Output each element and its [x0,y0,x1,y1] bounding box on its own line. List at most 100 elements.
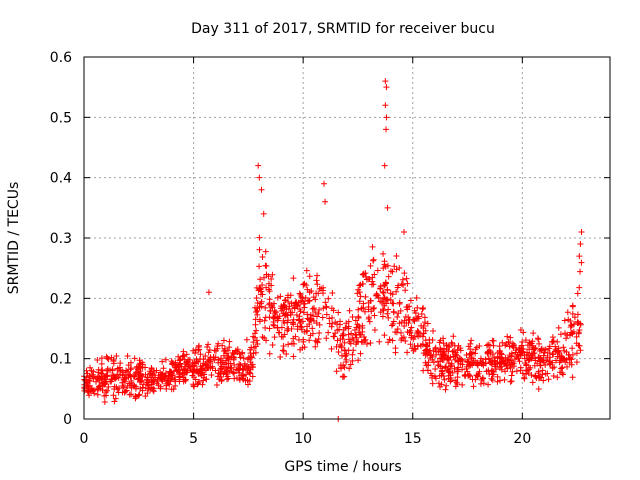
data-point [237,361,244,368]
data-point [258,298,265,305]
data-point [564,363,571,370]
data-point [497,360,504,367]
data-point [380,265,387,272]
data-point [351,326,358,333]
data-point [578,259,585,266]
data-point [499,339,506,346]
data-point [236,360,243,367]
data-point [127,359,134,366]
data-point [449,340,456,347]
data-point [484,349,491,356]
data-point [253,337,260,344]
data-point [253,309,260,316]
data-point [473,372,480,379]
data-point [94,386,101,393]
data-point [382,280,389,287]
data-point [231,362,238,369]
data-point [380,307,387,314]
data-point [94,356,101,363]
data-point [394,314,401,321]
data-point [124,352,131,359]
data-point [129,381,136,388]
data-point [489,371,496,378]
data-point [406,329,413,336]
data-point [370,257,377,264]
data-point [299,318,306,325]
data-point [559,370,566,377]
data-point [280,302,287,309]
data-point [90,374,97,381]
data-point [214,343,221,350]
data-point [226,368,233,375]
data-point [359,280,366,287]
data-point [333,321,340,328]
data-point [577,268,584,275]
tick-labels: 0 0.1 0.2 0.3 0.4 0.5 0.6 0 5 10 15 20 [50,50,532,447]
data-point [507,378,514,385]
data-point [573,350,580,357]
data-point [398,336,405,343]
data-point [379,299,386,306]
data-point [252,349,259,356]
data-point [407,297,414,304]
data-point [408,332,415,339]
data-point [277,353,284,360]
data-point [557,331,564,338]
data-point [338,352,345,359]
data-point [290,340,297,347]
data-point [216,370,223,377]
data-point [427,347,434,354]
data-point [98,355,105,362]
data-point [338,364,345,371]
data-point [333,368,340,375]
data-point [429,356,436,363]
data-point [150,368,157,375]
data-point [258,288,265,295]
data-point [134,366,141,373]
data-point [423,342,430,349]
data-point [419,333,426,340]
data-point [301,344,308,351]
data-point [355,314,362,321]
data-point [269,271,276,278]
data-point [490,342,497,349]
data-point [282,297,289,304]
data-point [555,347,562,354]
data-point [487,349,494,356]
data-point [136,363,143,370]
data-point [301,304,308,311]
data-point [268,282,275,289]
data-point [365,314,372,321]
data-point [356,331,363,338]
data-point [353,334,360,341]
data-point [384,286,391,293]
data-point [335,309,342,316]
y-tick-label: 0.4 [50,171,72,187]
data-point [329,290,336,297]
data-point [295,316,302,323]
data-point [438,381,445,388]
data-point [402,338,409,345]
data-point [452,383,459,390]
data-point [240,372,247,379]
data-point [363,276,370,283]
data-point [345,325,352,332]
data-point [567,323,574,330]
data-point [568,329,575,336]
data-point [577,347,584,354]
data-point [285,341,292,348]
data-point [357,350,364,357]
data-point [346,365,353,372]
data-point [562,330,569,337]
data-point [523,362,530,369]
data-point [576,284,583,291]
data-point [395,310,402,317]
data-point [418,310,425,317]
data-point [575,330,582,337]
data-point [420,330,427,337]
data-point [288,300,295,307]
data-point [263,262,270,269]
data-point [120,384,127,391]
data-point [313,313,320,320]
data-point [517,364,524,371]
